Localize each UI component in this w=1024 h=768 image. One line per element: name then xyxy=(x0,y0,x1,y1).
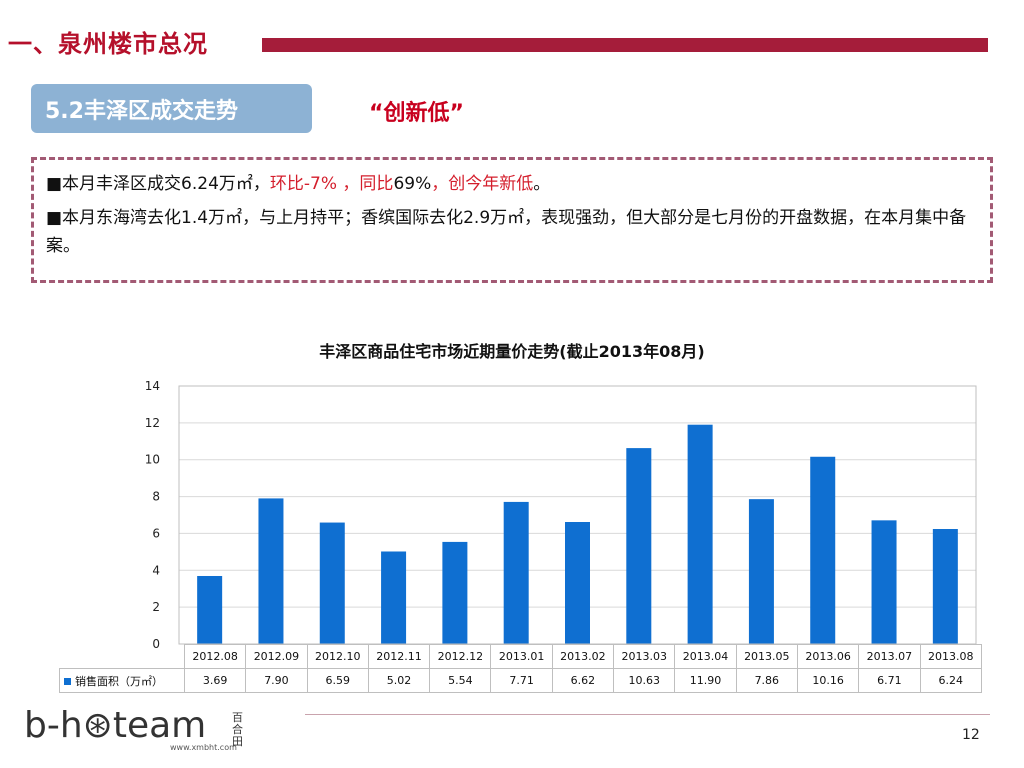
logo-url: www.xmbht.com xyxy=(170,743,237,752)
legend-cell: 销售面积（万㎡） xyxy=(59,668,185,693)
x-tick-label: 2013.06 xyxy=(796,644,860,669)
x-tick-label: 2013.04 xyxy=(674,644,737,669)
data-value-label: 6.71 xyxy=(858,668,921,693)
data-value-label: 6.62 xyxy=(551,668,615,693)
title-bar-decoration xyxy=(262,38,988,52)
company-logo: b-h⊛team xyxy=(24,705,207,746)
x-tick-label: 2013.05 xyxy=(735,644,798,669)
bar xyxy=(197,575,223,644)
summary-box: ■本月丰泽区成交6.24万㎡，环比-7% ，同比69%，创今年新低。 ■本月东海… xyxy=(31,157,993,283)
x-tick-label: 2012.08 xyxy=(183,644,247,669)
summary-line-2: ■本月东海湾去化1.4万㎡，与上月持平；香缤国际去化2.9万㎡，表现强劲，但大部… xyxy=(46,208,967,256)
bar xyxy=(503,501,529,644)
value-row: 销售面积（万㎡） 3.69 7.90 6.59 5.02 5.54 7.71 6.62 10.6… xyxy=(59,668,982,693)
x-tick-label: 2012.12 xyxy=(429,644,492,669)
section-tagline: “创新低” xyxy=(369,101,464,126)
page-number: 12 xyxy=(962,727,980,743)
table-corner xyxy=(60,645,185,669)
bar-chart: 0 2 4 6 8 10 12 14 xyxy=(145,379,977,651)
page-title: 一、泉州楼市总况 xyxy=(8,30,208,58)
summary-1-part-a: ■本月丰泽区成交6.24万㎡， xyxy=(46,174,270,194)
bar xyxy=(381,551,407,644)
summary-1-part-b: 环比-7% ，同比 xyxy=(269,174,394,194)
y-tick-label: 14 xyxy=(145,379,160,393)
y-tick-label: 0 xyxy=(152,637,160,651)
chart-title: 丰泽区商品住宅市场近期量价走势(截止2013年08月) xyxy=(319,342,705,361)
summary-line-1: ■本月丰泽区成交6.24万㎡，环比-7% ，同比69%，创今年新低。 xyxy=(46,170,978,198)
data-value-label: 10.16 xyxy=(796,668,860,693)
footer-divider xyxy=(305,714,990,715)
logo-chinese-name: 百合田 xyxy=(232,711,243,748)
bar xyxy=(258,498,284,644)
y-tick-label: 6 xyxy=(152,526,160,540)
y-tick-label: 12 xyxy=(145,416,160,430)
x-tick-label: 2013.01 xyxy=(490,644,553,669)
category-row: 2012.08 2012.09 2012.10 2012.11 2012.12 2013.… xyxy=(60,644,982,669)
data-value-label: 5.02 xyxy=(367,668,431,693)
section-badge: 5.2丰泽区成交走势 xyxy=(31,84,312,133)
data-value-label: 3.69 xyxy=(183,668,247,693)
bar xyxy=(932,529,958,644)
bar xyxy=(565,522,590,644)
y-tick-label: 4 xyxy=(152,563,160,577)
data-value-label: 7.90 xyxy=(245,668,308,693)
legend-label: 销售面积（万㎡） xyxy=(75,674,163,688)
bar xyxy=(687,424,713,644)
y-tick-label: 10 xyxy=(145,453,160,467)
data-value-label: 7.86 xyxy=(735,668,798,693)
x-tick-label: 2012.10 xyxy=(306,644,369,669)
x-tick-label: 2013.03 xyxy=(613,644,676,669)
bar xyxy=(319,522,345,644)
x-tick-label: 2013.08 xyxy=(919,644,982,669)
data-table: 2012.08 2012.09 2012.10 2012.11 2012.12 2013.… xyxy=(59,644,982,693)
y-tick-label: 8 xyxy=(152,490,160,504)
bar xyxy=(871,520,897,644)
summary-1-part-e: 。 xyxy=(533,174,551,194)
section-badge-label: 5.2丰泽区成交走势 xyxy=(45,98,238,124)
bar xyxy=(810,456,836,644)
x-tick-label: 2013.07 xyxy=(858,644,921,669)
x-tick-label: 2013.02 xyxy=(551,644,615,669)
data-value-label: 10.63 xyxy=(613,668,676,693)
bar xyxy=(748,499,774,644)
legend-swatch xyxy=(64,678,71,685)
summary-1-part-c: 69% xyxy=(393,174,432,194)
data-value-label: 6.24 xyxy=(919,668,982,693)
data-value-label: 7.71 xyxy=(490,668,553,693)
bar xyxy=(626,448,652,644)
data-value-label: 5.54 xyxy=(429,668,492,693)
data-value-label: 11.90 xyxy=(674,668,737,693)
y-tick-label: 2 xyxy=(152,600,160,614)
x-tick-label: 2012.11 xyxy=(367,644,431,669)
summary-1-part-d: ，创今年新低 xyxy=(431,174,534,194)
x-tick-label: 2012.09 xyxy=(245,644,308,669)
bar xyxy=(442,541,468,644)
data-value-label: 6.59 xyxy=(306,668,369,693)
